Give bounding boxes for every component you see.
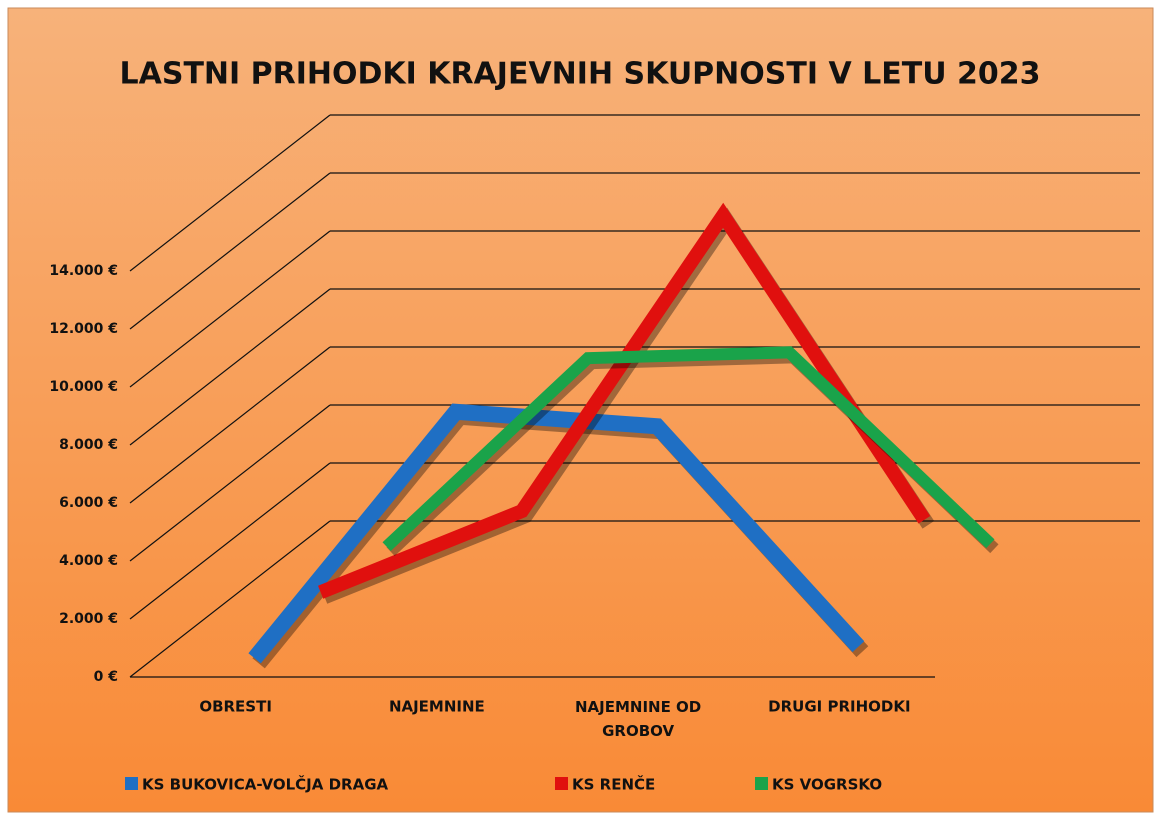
x-tick-label: OBRESTI	[199, 698, 272, 716]
y-tick-label: 4.000 €	[59, 553, 118, 569]
grid-line-diagonal	[129, 520, 331, 678]
series-line	[382, 346, 995, 551]
legend-label: KS RENČE	[572, 775, 655, 794]
y-tick-label: 2.000 €	[59, 611, 118, 627]
y-tick-label: 14.000 €	[49, 263, 118, 279]
chart-title: LASTNI PRIHODKI KRAJEVNIH SKUPNOSTI V LE…	[120, 57, 1041, 92]
series-line	[318, 202, 931, 599]
chart-background	[7, 7, 1154, 813]
grid-line-diagonal	[129, 114, 331, 272]
y-tick-label: 8.000 €	[59, 437, 118, 453]
y-tick-label: 10.000 €	[49, 379, 118, 395]
legend-swatch	[755, 777, 768, 790]
x-tick-label: DRUGI PRIHODKI	[768, 698, 910, 716]
series-line	[248, 403, 865, 664]
y-tick-label: 6.000 €	[59, 495, 118, 511]
legend-swatch	[125, 777, 138, 790]
legend-label: KS BUKOVICA-VOLČJA DRAGA	[142, 775, 388, 794]
grid-line-diagonal	[129, 404, 331, 562]
grid-line-diagonal	[129, 288, 331, 446]
grid-line-diagonal	[129, 230, 331, 388]
grid-line-diagonal	[129, 346, 331, 504]
y-tick-label: 12.000 €	[49, 321, 118, 337]
grid-line-diagonal	[129, 172, 331, 330]
y-tick-label: 0 €	[94, 669, 118, 685]
x-tick-label: NAJEMNINE	[389, 698, 485, 716]
grid-line-diagonal	[129, 462, 331, 620]
legend-label: KS VOGRSKO	[772, 776, 882, 794]
x-tick-label: NAJEMNINE OD GROBOV	[575, 698, 701, 740]
legend-swatch	[555, 777, 568, 790]
